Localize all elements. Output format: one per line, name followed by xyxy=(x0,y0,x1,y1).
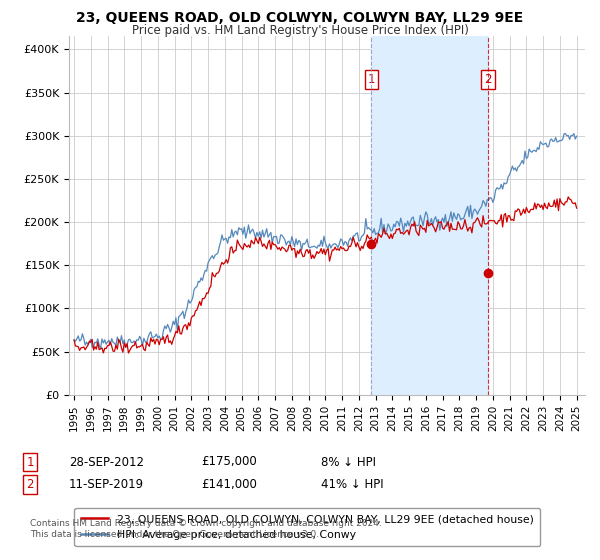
Text: 1: 1 xyxy=(368,73,375,86)
Text: 8% ↓ HPI: 8% ↓ HPI xyxy=(321,455,376,469)
Bar xyxy=(371,36,488,395)
Text: £141,000: £141,000 xyxy=(201,478,257,491)
Text: 1: 1 xyxy=(26,455,34,469)
Text: 2: 2 xyxy=(484,73,491,86)
Text: Contains HM Land Registry data © Crown copyright and database right 2024.
This d: Contains HM Land Registry data © Crown c… xyxy=(30,520,382,539)
Text: 11-SEP-2019: 11-SEP-2019 xyxy=(69,478,144,491)
Text: 41% ↓ HPI: 41% ↓ HPI xyxy=(321,478,383,491)
Legend: 23, QUEENS ROAD, OLD COLWYN, COLWYN BAY, LL29 9EE (detached house), HPI: Average: 23, QUEENS ROAD, OLD COLWYN, COLWYN BAY,… xyxy=(74,508,540,546)
Text: 23, QUEENS ROAD, OLD COLWYN, COLWYN BAY, LL29 9EE: 23, QUEENS ROAD, OLD COLWYN, COLWYN BAY,… xyxy=(76,11,524,25)
Text: 28-SEP-2012: 28-SEP-2012 xyxy=(69,455,144,469)
Text: Price paid vs. HM Land Registry's House Price Index (HPI): Price paid vs. HM Land Registry's House … xyxy=(131,24,469,36)
Text: £175,000: £175,000 xyxy=(201,455,257,469)
Text: 2: 2 xyxy=(26,478,34,491)
